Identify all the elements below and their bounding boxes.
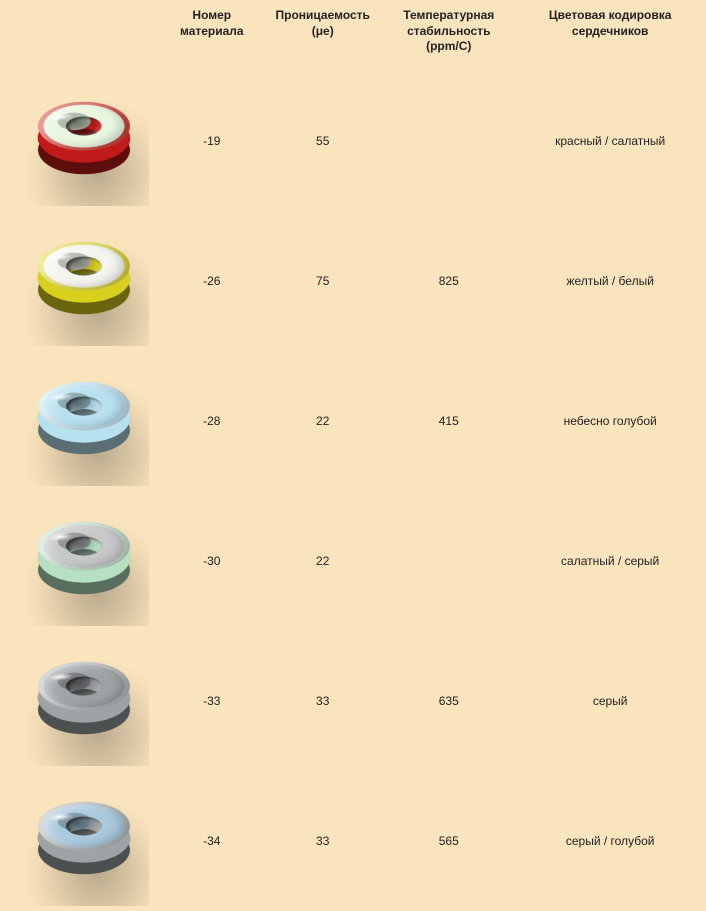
- cell-mat: -34: [161, 771, 262, 911]
- cell-color: серый: [514, 631, 706, 771]
- table-header-row: Номер материала Проницаемость (μe) Темпе…: [0, 0, 706, 71]
- col-header-permeability: Проницаемость (μe): [262, 0, 383, 71]
- torus-icon: [19, 356, 149, 486]
- cell-torus-image: [0, 491, 161, 631]
- torus-icon: [19, 76, 149, 206]
- col-header-image: [0, 0, 161, 71]
- cell-perm: 33: [262, 771, 383, 911]
- col-header-temp-stability: Температурная стабильность (ppm/C): [383, 0, 514, 71]
- cell-color: серый / голубой: [514, 771, 706, 911]
- col-header-color-code: Цветовая кодировка сердечников: [514, 0, 706, 71]
- cell-color: желтый / белый: [514, 211, 706, 351]
- torus-icon: [19, 216, 149, 346]
- table-row: -2822415небесно голубой: [0, 351, 706, 491]
- cell-torus-image: [0, 351, 161, 491]
- cell-mat: -19: [161, 71, 262, 211]
- cell-temp: [383, 491, 514, 631]
- table-row: -3333635серый: [0, 631, 706, 771]
- cell-temp: 415: [383, 351, 514, 491]
- cell-temp: [383, 71, 514, 211]
- materials-table: Номер материала Проницаемость (μe) Темпе…: [0, 0, 706, 911]
- cell-color: красный / салатный: [514, 71, 706, 211]
- cell-torus-image: [0, 71, 161, 211]
- cell-temp: 825: [383, 211, 514, 351]
- cell-temp: 565: [383, 771, 514, 911]
- table-row: -1955 красный / салатный: [0, 71, 706, 211]
- table-row: -3433565серый / голубой: [0, 771, 706, 911]
- cell-perm: 22: [262, 351, 383, 491]
- cell-mat: -33: [161, 631, 262, 771]
- cell-perm: 33: [262, 631, 383, 771]
- cell-color: салатный / серый: [514, 491, 706, 631]
- cell-color: небесно голубой: [514, 351, 706, 491]
- torus-icon: [19, 776, 149, 906]
- cell-torus-image: [0, 771, 161, 911]
- cell-torus-image: [0, 631, 161, 771]
- cell-perm: 75: [262, 211, 383, 351]
- cell-mat: -28: [161, 351, 262, 491]
- cell-temp: 635: [383, 631, 514, 771]
- cell-perm: 22: [262, 491, 383, 631]
- cell-perm: 55: [262, 71, 383, 211]
- table-row: -2675825желтый / белый: [0, 211, 706, 351]
- table-row: -3022 салатный / серый: [0, 491, 706, 631]
- torus-icon: [19, 496, 149, 626]
- torus-icon: [19, 636, 149, 766]
- cell-mat: -26: [161, 211, 262, 351]
- col-header-material: Номер материала: [161, 0, 262, 71]
- cell-mat: -30: [161, 491, 262, 631]
- cell-torus-image: [0, 211, 161, 351]
